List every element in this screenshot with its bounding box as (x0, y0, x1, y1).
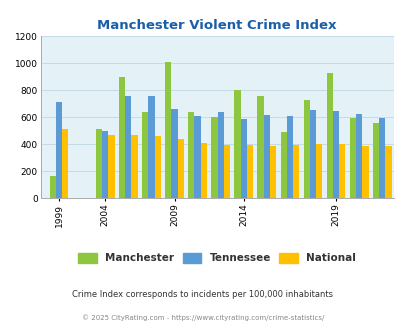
Bar (131, 135, 137, 198)
Bar (246, 145, 252, 198)
Bar (263, 115, 269, 198)
Bar (309, 111, 315, 198)
Legend: Manchester, Tennessee, National: Manchester, Tennessee, National (74, 248, 360, 267)
Bar (56, 102, 62, 198)
Bar (384, 146, 391, 198)
Bar (292, 145, 298, 198)
Bar (339, 144, 345, 198)
Text: © 2025 CityRating.com - https://www.cityrating.com/crime-statistics/: © 2025 CityRating.com - https://www.city… (82, 314, 323, 321)
Bar (49, 177, 56, 198)
Bar (211, 117, 217, 198)
Bar (142, 112, 148, 198)
Bar (148, 96, 154, 198)
Bar (125, 96, 131, 198)
Bar (286, 116, 292, 198)
Bar (378, 118, 384, 198)
Bar (326, 73, 332, 198)
Bar (372, 122, 378, 198)
Bar (257, 96, 263, 198)
Bar (315, 144, 322, 198)
Bar (217, 112, 223, 198)
Bar (234, 89, 240, 198)
Bar (269, 146, 275, 198)
Bar (188, 113, 194, 198)
Bar (332, 111, 339, 198)
Bar (355, 115, 361, 198)
Bar (62, 129, 68, 198)
Text: Crime Index corresponds to incidents per 100,000 inhabitants: Crime Index corresponds to incidents per… (72, 290, 333, 299)
Bar (96, 129, 102, 198)
Bar (177, 139, 183, 198)
Bar (223, 145, 230, 198)
Bar (171, 109, 177, 198)
Title: Manchester Violent Crime Index: Manchester Violent Crime Index (97, 19, 336, 32)
Bar (200, 144, 207, 198)
Bar (165, 62, 171, 198)
Bar (280, 132, 286, 198)
Bar (240, 119, 246, 198)
Bar (154, 136, 160, 198)
Bar (108, 135, 114, 198)
Bar (361, 146, 368, 198)
Bar (194, 116, 200, 198)
Bar (119, 77, 125, 198)
Bar (303, 100, 309, 198)
Bar (349, 118, 355, 198)
Bar (102, 131, 108, 198)
